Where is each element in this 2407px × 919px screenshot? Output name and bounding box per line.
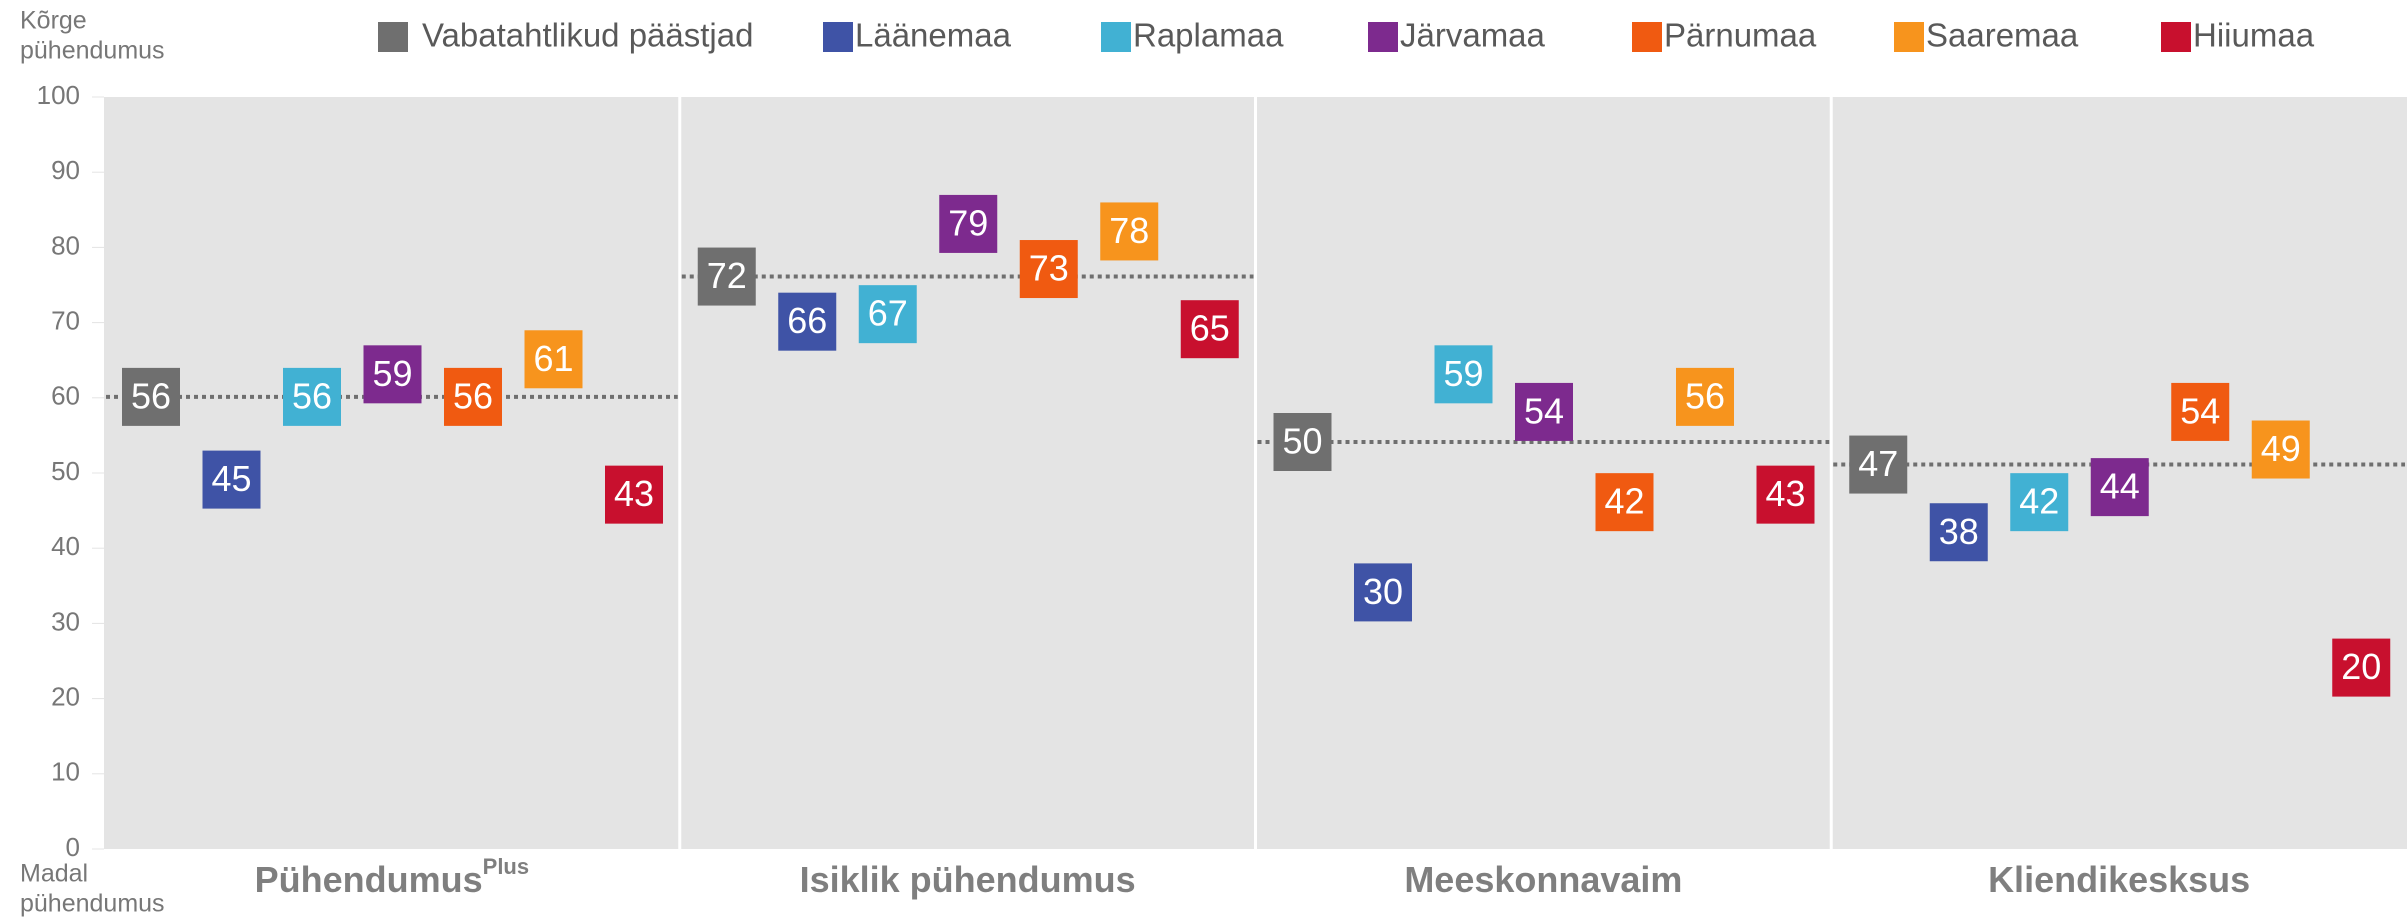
value-marker (778, 292, 837, 351)
y-bottom-label: Madal (20, 860, 88, 888)
value-label: 61 (533, 338, 573, 379)
value-marker (444, 367, 502, 426)
value-label: 59 (1443, 353, 1483, 394)
category-text: Pühendumus (255, 859, 483, 900)
y-top-label: Kõrge (20, 7, 87, 35)
y-tick-label: 50 (51, 456, 80, 486)
category-label: Meeskonnavaim (1404, 859, 1682, 900)
legend-swatch (2161, 22, 2191, 52)
legend-label: Raplamaa (1133, 17, 1284, 54)
value-marker (1515, 382, 1573, 441)
category-text: Kliendikesksus (1988, 859, 2250, 900)
value-label: 72 (707, 255, 747, 296)
legend-swatch (1101, 22, 1131, 52)
value-marker (2332, 638, 2391, 697)
value-marker (2171, 382, 2230, 441)
value-label: 49 (2261, 428, 2301, 469)
legend-swatch (378, 22, 408, 52)
category-text: Isiklik pühendumus (800, 859, 1136, 900)
value-marker (1434, 345, 1493, 404)
value-label: 38 (1939, 511, 1979, 552)
value-marker (1100, 202, 1159, 261)
value-marker (1595, 473, 1654, 532)
value-label: 43 (614, 473, 654, 514)
legend-swatch (1894, 22, 1924, 52)
category-superscript: Plus (483, 854, 529, 879)
value-marker (202, 450, 261, 509)
value-marker (1756, 465, 1815, 524)
value-label: 59 (372, 353, 412, 394)
value-marker (1273, 413, 1332, 471)
value-marker (524, 330, 583, 389)
value-marker (1676, 367, 1734, 426)
value-marker (122, 367, 180, 426)
value-label: 47 (1858, 443, 1898, 484)
value-label: 20 (2341, 646, 2381, 687)
value-label: 54 (1524, 390, 1564, 431)
value-marker (1180, 300, 1239, 359)
legend-label: Vabatahtlikud päästjad (422, 17, 753, 54)
y-tick-label: 70 (51, 305, 80, 335)
value-marker (1929, 503, 1988, 562)
legend-label: Läänemaa (855, 17, 1012, 54)
y-tick-label: 80 (51, 230, 80, 260)
legend-swatch (823, 22, 853, 52)
y-tick-label: 90 (51, 155, 80, 185)
value-marker (363, 345, 422, 404)
y-tick-label: 30 (51, 606, 80, 636)
legend-swatch (1368, 22, 1398, 52)
value-marker (1849, 435, 1908, 494)
value-label: 42 (2019, 481, 2059, 522)
category-label: Kliendikesksus (1988, 859, 2250, 900)
value-label: 56 (453, 375, 493, 416)
y-tick-label: 0 (66, 832, 80, 862)
y-tick-label: 40 (51, 531, 80, 561)
y-top-label: pühendumus (20, 37, 165, 65)
value-label: 43 (1765, 473, 1805, 514)
y-tick-label: 20 (51, 681, 80, 711)
value-label: 66 (787, 300, 827, 341)
value-label: 65 (1190, 308, 1230, 349)
value-label: 44 (2100, 466, 2140, 507)
value-label: 56 (1685, 375, 1725, 416)
category-text: Meeskonnavaim (1404, 859, 1682, 900)
y-tick-label: 10 (51, 757, 80, 787)
value-label: 67 (868, 293, 908, 334)
y-tick-label: 100 (37, 80, 80, 110)
value-marker (697, 247, 756, 306)
value-label: 30 (1363, 571, 1403, 612)
legend-label: Järvamaa (1400, 17, 1546, 54)
value-label: 45 (211, 458, 251, 499)
value-label: 54 (2180, 390, 2220, 431)
value-label: 73 (1029, 248, 1069, 289)
value-marker (2090, 458, 2149, 517)
value-marker (858, 285, 917, 344)
value-marker (283, 367, 341, 426)
value-marker (1354, 563, 1412, 622)
category-label: Isiklik pühendumus (800, 859, 1136, 900)
legend-swatch (1632, 22, 1662, 52)
y-bottom-label: pühendumus (20, 890, 165, 918)
value-label: 78 (1109, 210, 1149, 251)
value-marker (605, 465, 663, 524)
category-label: PühendumusPlus (255, 854, 529, 900)
value-label: 79 (948, 202, 988, 243)
value-label: 50 (1282, 421, 1322, 462)
value-label: 42 (1604, 481, 1644, 522)
value-marker (2010, 473, 2069, 532)
value-marker (1019, 240, 1078, 299)
y-tick-label: 60 (51, 381, 80, 411)
legend-label: Pärnumaa (1664, 17, 1817, 54)
value-label: 56 (292, 375, 332, 416)
value-label: 56 (131, 375, 171, 416)
legend-label: Hiiumaa (2193, 17, 2315, 54)
legend-label: Saaremaa (1926, 17, 2079, 54)
value-marker (939, 194, 998, 253)
value-marker (2251, 420, 2310, 479)
